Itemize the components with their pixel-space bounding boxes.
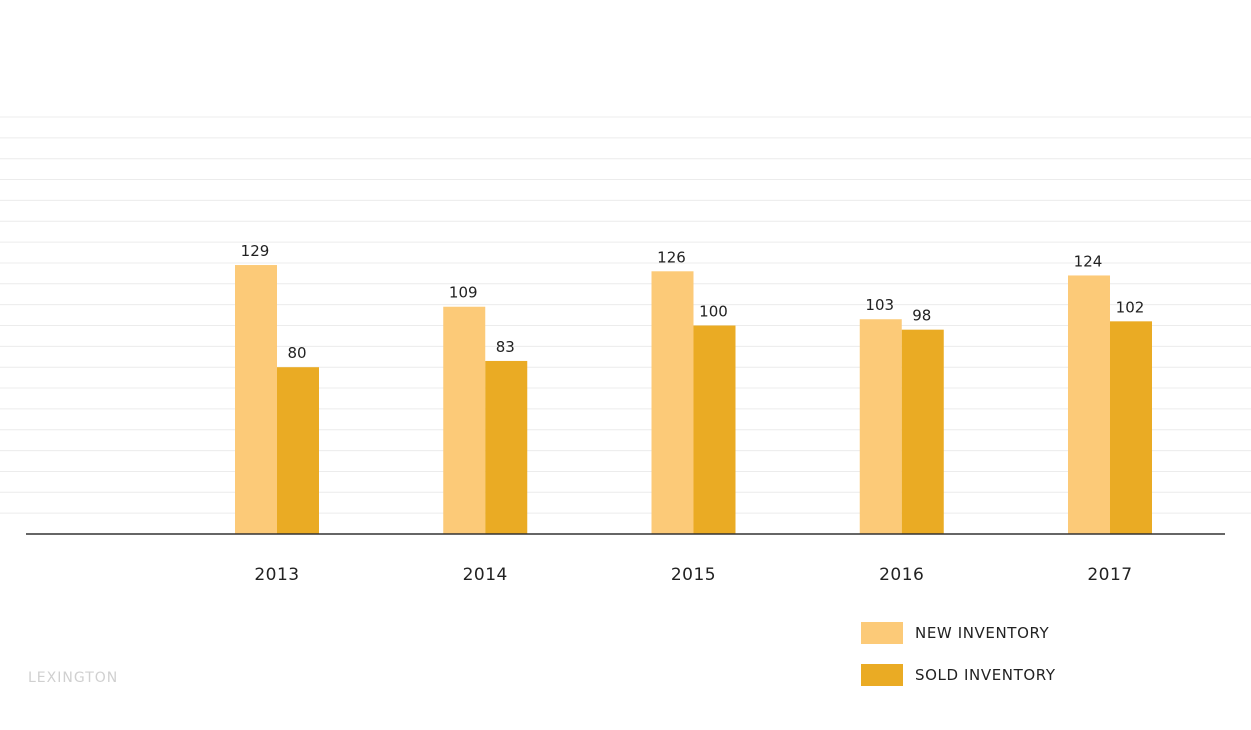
bar-value-label: 103 xyxy=(865,296,894,314)
x-tick-label-2016: 2016 xyxy=(879,565,924,585)
bar-sold-inventory-2013 xyxy=(277,367,319,534)
x-tick-label-2015: 2015 xyxy=(671,565,716,585)
gridlines xyxy=(0,116,1251,514)
x-axis-tick-labels: 2013 2014 2015 2016 2017 xyxy=(254,565,1132,585)
legend: NEW INVENTORY SOLD INVENTORY xyxy=(861,622,1056,706)
legend-swatch-sold-inventory xyxy=(861,664,903,686)
x-tick-label-2013: 2013 xyxy=(254,565,299,585)
bar-sold-inventory-2014 xyxy=(485,360,528,534)
bar-value-label: 124 xyxy=(1074,252,1103,270)
legend-item-sold-inventory: SOLD INVENTORY xyxy=(861,664,1056,686)
bar-value-label: 80 xyxy=(287,344,306,362)
bar-sold-inventory-2016 xyxy=(901,329,944,534)
bar-value-label: 109 xyxy=(449,284,478,302)
lexington-watermark: LEXINGTON xyxy=(28,670,119,686)
bar-sold-inventory-2017 xyxy=(1110,321,1152,534)
legend-label: NEW INVENTORY xyxy=(915,624,1050,642)
bar-value-label: 98 xyxy=(912,307,931,325)
bar-value-label: 102 xyxy=(1116,298,1145,316)
bar-value-label: 129 xyxy=(241,242,270,260)
bar-new-inventory-2013 xyxy=(235,265,277,534)
x-tick-label-2014: 2014 xyxy=(463,565,508,585)
legend-item-new-inventory: NEW INVENTORY xyxy=(861,622,1056,644)
bar-value-labels: 129 80 109 83 126 100 103 98 124 102 xyxy=(241,242,1145,362)
bar-value-label: 126 xyxy=(657,248,686,266)
x-tick-label-2017: 2017 xyxy=(1087,565,1132,585)
legend-label: SOLD INVENTORY xyxy=(915,666,1056,684)
bar-value-label: 83 xyxy=(496,338,515,356)
bar-value-label: 100 xyxy=(699,303,728,321)
bar-new-inventory-2014 xyxy=(443,306,486,534)
bar-new-inventory-2016 xyxy=(859,319,902,534)
bar-new-inventory-2017 xyxy=(1068,275,1110,534)
legend-swatch-new-inventory xyxy=(861,622,903,644)
bars xyxy=(235,265,1152,534)
bar-sold-inventory-2015 xyxy=(693,325,736,534)
bar-new-inventory-2015 xyxy=(651,271,694,534)
